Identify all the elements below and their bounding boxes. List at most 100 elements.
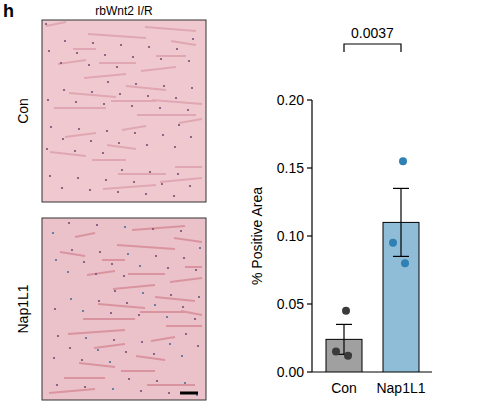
nucleus (56, 384, 58, 386)
data-point (332, 348, 340, 356)
nucleus (120, 44, 122, 46)
nucleus (113, 339, 115, 341)
nucleus (99, 251, 101, 253)
nucleus (63, 89, 65, 91)
tissue-fiber (58, 60, 86, 64)
y-tick-label: 0.20 (277, 92, 304, 108)
nucleus (75, 101, 77, 103)
nucleus (54, 308, 56, 310)
tissue-fiber (140, 311, 185, 313)
nucleus (159, 107, 161, 109)
tissue-fiber (141, 67, 176, 71)
nucleus (176, 48, 178, 50)
nucleus (62, 138, 64, 140)
nucleus (98, 300, 100, 302)
data-point (342, 307, 350, 315)
tissue-fiber (69, 93, 116, 97)
nucleus (126, 302, 128, 304)
nucleus (199, 247, 201, 249)
tissue-fiber (94, 344, 125, 348)
plot-area (326, 157, 419, 372)
nucleus (167, 267, 169, 269)
nucleus (124, 226, 126, 228)
nucleus (197, 345, 199, 347)
tissue-fiber (174, 238, 202, 242)
nucleus (61, 187, 63, 189)
nucleus (134, 132, 136, 134)
image-label: Nap1L1 (15, 284, 31, 333)
tissue-fiber (155, 297, 195, 301)
nucleus (163, 85, 165, 87)
nucleus (185, 333, 187, 335)
nucleus (170, 294, 172, 296)
tissue-fiber (170, 278, 202, 282)
tissue-fiber (54, 107, 106, 109)
annotation: 0.0037 (351, 25, 394, 41)
y-tick (307, 303, 312, 304)
image-frame (42, 20, 206, 202)
nucleus (188, 60, 190, 62)
error-bar (393, 188, 409, 256)
nucleus (135, 83, 137, 85)
nucleus (174, 146, 176, 148)
figure: hrbWnt2 I/RConNap1L10.000.050.100.150.20… (0, 0, 498, 415)
data-point (401, 259, 409, 267)
y-tick (307, 167, 312, 168)
nucleus (112, 388, 114, 390)
tissue-fiber (128, 273, 165, 275)
nucleus (89, 189, 91, 191)
nucleus (139, 265, 141, 267)
tissue-fiber (121, 370, 155, 372)
nucleus (109, 361, 111, 363)
nucleus (169, 343, 171, 345)
nucleus (82, 310, 84, 312)
nucleus (125, 351, 127, 353)
tissue-fiber (65, 133, 96, 137)
tissue-fiber (160, 178, 202, 182)
nucleus (69, 347, 71, 349)
tissue-fiber (107, 145, 136, 149)
y-tick (307, 371, 312, 372)
tissue-fiber (179, 119, 202, 123)
nucleus (149, 171, 151, 173)
tissue-fiber (111, 100, 156, 102)
nucleus (105, 179, 107, 181)
nucleus (141, 341, 143, 343)
y-axis-label: % Positive Area (249, 187, 265, 285)
nucleus (92, 42, 94, 44)
nucleus (131, 105, 133, 107)
nucleus (114, 290, 116, 292)
tissue-fiber (166, 325, 202, 327)
nucleus (104, 54, 106, 56)
y-tick-label: 0.15 (277, 160, 304, 176)
tissue-fiber (84, 74, 126, 78)
tissue-fiber (118, 173, 166, 175)
tissue-fiber (126, 86, 166, 90)
nucleus (123, 275, 125, 277)
nucleus (84, 386, 86, 388)
y-tick (307, 99, 312, 100)
image-frame (42, 218, 206, 400)
nucleus (70, 298, 72, 300)
panel-title: rbWnt2 I/R (95, 4, 153, 18)
nucleus (103, 103, 105, 105)
nucleus (155, 255, 157, 257)
nucleus (180, 230, 182, 232)
tissue-fiber (73, 48, 96, 50)
tissue-fiber (75, 233, 95, 237)
nucleus (191, 87, 193, 89)
nucleus (52, 232, 54, 234)
tissue-fiber (117, 245, 175, 249)
nucleus (127, 253, 129, 255)
y-tick-label: 0.00 (277, 364, 304, 380)
tissue-fiber (92, 159, 126, 161)
nucleus (95, 273, 97, 275)
nucleus (187, 109, 189, 111)
nucleus (198, 296, 200, 298)
nucleus (118, 142, 120, 144)
nucleus (78, 128, 80, 130)
nucleus (68, 222, 70, 224)
nucleus (138, 314, 140, 316)
tissue-fiber (102, 259, 125, 261)
y-tick-label: 0.10 (277, 228, 304, 244)
